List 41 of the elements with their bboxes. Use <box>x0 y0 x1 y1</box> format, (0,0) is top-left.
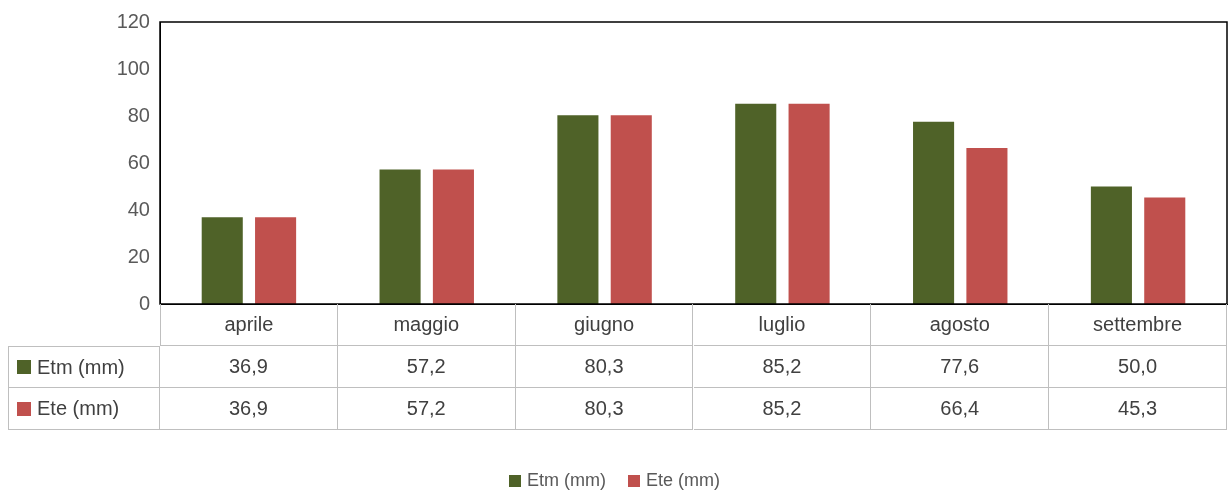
y-tick-label: 20 <box>127 244 150 267</box>
data-label: 36,9 <box>160 388 338 430</box>
bar <box>432 169 474 304</box>
y-tick-label: 40 <box>127 197 150 220</box>
x-tick-label: maggio <box>337 304 516 346</box>
x-tick-label: luglio <box>693 304 872 346</box>
data-label: 85,2 <box>693 388 872 430</box>
data-label: 57,2 <box>337 346 516 388</box>
y-tick-label: 120 <box>116 9 150 32</box>
data-label: 36,9 <box>160 346 338 388</box>
data-label: 50,0 <box>1049 346 1227 388</box>
x-tick-label: agosto <box>871 304 1050 346</box>
data-label: 85,2 <box>693 346 872 388</box>
bar <box>913 121 955 304</box>
text: Ete (mm) <box>645 470 720 490</box>
data-label: 77,6 <box>871 346 1050 388</box>
text: Etm (mm) <box>527 470 606 490</box>
x-tick-label: aprile <box>160 304 338 346</box>
bar <box>201 217 243 304</box>
data-label: 80,3 <box>515 388 694 430</box>
data-label: 45,3 <box>1049 388 1227 430</box>
y-tick-label: 80 <box>127 103 150 126</box>
x-tick-label: settembre <box>1049 304 1227 346</box>
x-tick-label: giugno <box>515 304 694 346</box>
bar <box>966 147 1008 304</box>
data-label: 57,2 <box>337 388 516 430</box>
data-label: 80,3 <box>515 346 694 388</box>
legend-label: Etm (mm) <box>37 355 125 379</box>
y-tick-label: 100 <box>116 56 150 79</box>
bar <box>255 217 297 304</box>
bar <box>788 103 830 304</box>
y-tick-label: 60 <box>127 150 150 173</box>
data-label: 66,4 <box>871 388 1050 430</box>
bar <box>1144 197 1186 304</box>
legend-label: Ete (mm) <box>37 397 120 420</box>
bar <box>379 169 421 304</box>
y-tick-label: 0 <box>138 291 150 314</box>
bar <box>610 115 652 304</box>
bar <box>557 115 599 304</box>
bar <box>735 103 777 304</box>
bar <box>1090 186 1132 304</box>
